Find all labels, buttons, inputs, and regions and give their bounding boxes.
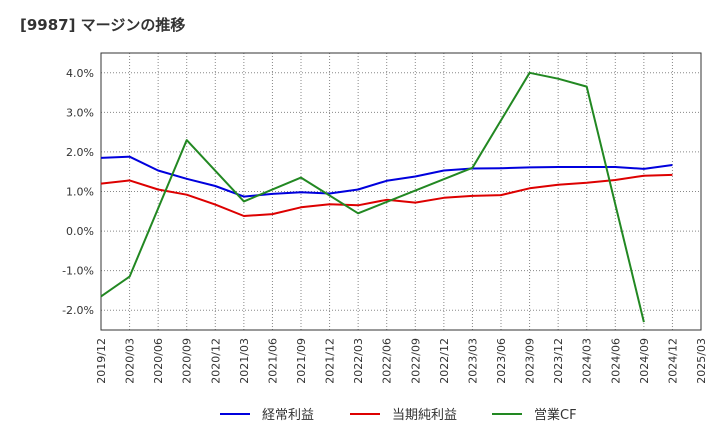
x-tick-label: 2022/03 bbox=[352, 338, 365, 384]
x-axis: 2019/12 2020/03 2020/06 2020/09 2020/12 2021/… bbox=[95, 338, 708, 384]
series-lines bbox=[100, 71, 673, 323]
x-tick-label: 2020/03 bbox=[124, 338, 137, 384]
x-tick-label: 2024/12 bbox=[666, 338, 679, 384]
x-tick-label: 2021/03 bbox=[238, 338, 251, 384]
y-tick-label: 4.0% bbox=[66, 67, 94, 80]
x-tick-label: 2019/12 bbox=[95, 338, 108, 384]
x-tick-label: 2024/09 bbox=[638, 338, 651, 384]
y-tick-label: 2.0% bbox=[66, 146, 94, 159]
legend-label: 営業CF bbox=[534, 407, 577, 423]
x-tick-label: 2025/03 bbox=[695, 338, 708, 384]
legend: 経常利益 当期純利益 営業CF bbox=[220, 407, 577, 423]
y-tick-label: -1.0% bbox=[62, 265, 94, 278]
x-tick-label: 2023/09 bbox=[524, 338, 537, 384]
x-tick-label: 2024/06 bbox=[609, 338, 622, 384]
x-tick-label: 2021/12 bbox=[324, 338, 337, 384]
x-tick-label: 2021/06 bbox=[266, 338, 279, 384]
x-tick-label: 2020/09 bbox=[181, 338, 194, 384]
x-tick-label: 2020/12 bbox=[209, 338, 222, 384]
legend-label: 経常利益 bbox=[262, 408, 314, 423]
y-tick-label: 3.0% bbox=[66, 106, 94, 119]
x-tick-label: 2023/12 bbox=[552, 338, 565, 384]
y-axis: -2.0% -1.0% 0.0% 1.0% 2.0% 3.0% 4.0% bbox=[62, 67, 94, 317]
x-tick-label: 2023/06 bbox=[495, 338, 508, 384]
series-line-1 bbox=[100, 155, 673, 198]
legend-label: 当期純利益 bbox=[392, 408, 457, 423]
y-tick-label: -2.0% bbox=[62, 304, 94, 317]
series-line-3 bbox=[100, 71, 645, 323]
grid bbox=[101, 53, 701, 330]
y-tick-label: 0.0% bbox=[66, 225, 94, 238]
x-tick-label: 2024/03 bbox=[581, 338, 594, 384]
x-tick-label: 2021/09 bbox=[295, 338, 308, 384]
x-tick-label: 2020/06 bbox=[152, 338, 165, 384]
x-tick-label: 2022/06 bbox=[381, 338, 394, 384]
chart-title: [9987] マージンの推移 bbox=[20, 16, 185, 34]
x-tick-label: 2022/12 bbox=[438, 338, 451, 384]
x-tick-label: 2023/03 bbox=[466, 338, 479, 384]
series-line-2 bbox=[100, 173, 673, 217]
y-tick-label: 1.0% bbox=[66, 186, 94, 199]
x-tick-label: 2022/09 bbox=[409, 338, 422, 384]
plot-area bbox=[100, 52, 702, 331]
